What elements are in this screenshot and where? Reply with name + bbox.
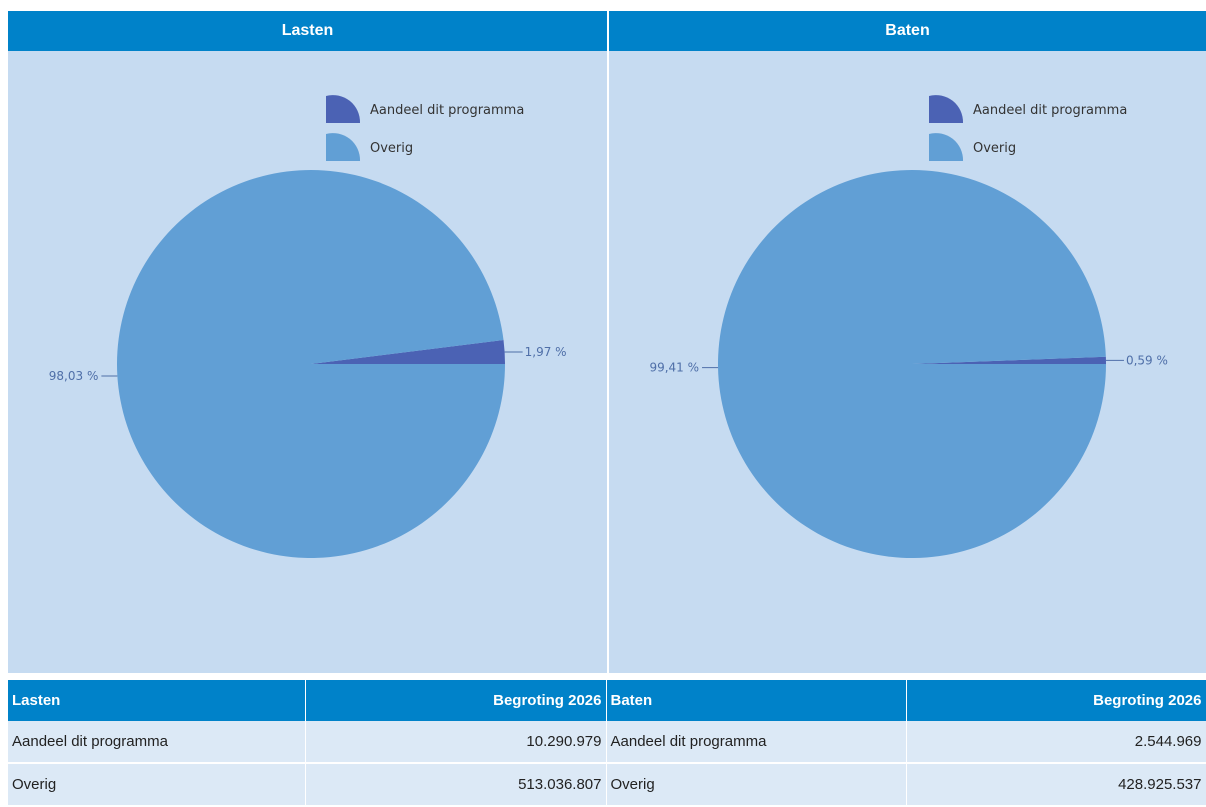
legend-swatch-overig — [326, 133, 361, 161]
pie-value-label-overig: 98,03 % — [49, 369, 99, 383]
legend-label-overig: Overig — [973, 141, 1016, 156]
baten-chart-title: Baten — [609, 11, 1206, 51]
lasten-chart-panel: Lasten Aandeel dit programma Overig 1,97 %… — [8, 11, 607, 673]
legend-label-aandeel-dit-programma: Aandeel dit programma — [973, 103, 1127, 118]
header-begroting-lasten: Begroting 2026 — [305, 680, 607, 721]
pie-slice-aandeel-dit-programma — [311, 340, 505, 364]
budget-table: Lasten Begroting 2026 Baten Begroting 20… — [8, 680, 1206, 807]
pie-value-label-aandeel-dit-programma: 1,97 % — [525, 345, 567, 359]
header-baten: Baten — [606, 680, 907, 721]
baten-pie-chart: Aandeel dit programma Overig 0,59 % 99,41 % — [649, 95, 1168, 559]
lasten-pie-chart: Aandeel dit programma Overig 1,97 % 98,03 % — [49, 95, 567, 559]
lasten-chart-title: Lasten — [8, 11, 607, 51]
baten-chart-panel: Baten Aandeel dit programma Overig 0,59 % 9… — [609, 11, 1206, 673]
cell-baten-value: 2.544.969 — [906, 721, 1206, 764]
table-row: Aandeel dit programma 10.290.979 Aandeel… — [8, 721, 1206, 764]
legend-swatch-overig — [929, 133, 964, 161]
legend-swatch-aandeel-dit-programma — [326, 95, 361, 123]
table-header-row: Lasten Begroting 2026 Baten Begroting 20… — [8, 680, 1206, 721]
table-row: Overig 513.036.807 Overig 428.925.537 — [8, 763, 1206, 807]
header-begroting-baten: Begroting 2026 — [906, 680, 1206, 721]
cell-lasten-value: 513.036.807 — [305, 763, 607, 807]
pie-slice-aandeel-dit-programma — [912, 356, 1106, 364]
legend-swatch-aandeel-dit-programma — [929, 95, 964, 123]
pie-value-label-overig: 99,41 % — [649, 361, 699, 375]
pie-slice-overig — [717, 170, 1106, 559]
pie-value-label-aandeel-dit-programma: 0,59 % — [1126, 353, 1168, 367]
cell-lasten-value: 10.290.979 — [305, 721, 607, 764]
cell-lasten-label: Aandeel dit programma — [8, 721, 306, 764]
header-lasten: Lasten — [8, 680, 306, 721]
legend-label-overig: Overig — [370, 141, 413, 156]
cell-baten-label: Overig — [606, 763, 907, 807]
pie-slice-overig — [116, 170, 506, 559]
legend-label-aandeel-dit-programma: Aandeel dit programma — [370, 103, 524, 118]
cell-lasten-label: Overig — [8, 763, 306, 807]
cell-baten-value: 428.925.537 — [906, 763, 1206, 807]
cell-baten-label: Aandeel dit programma — [606, 721, 907, 764]
